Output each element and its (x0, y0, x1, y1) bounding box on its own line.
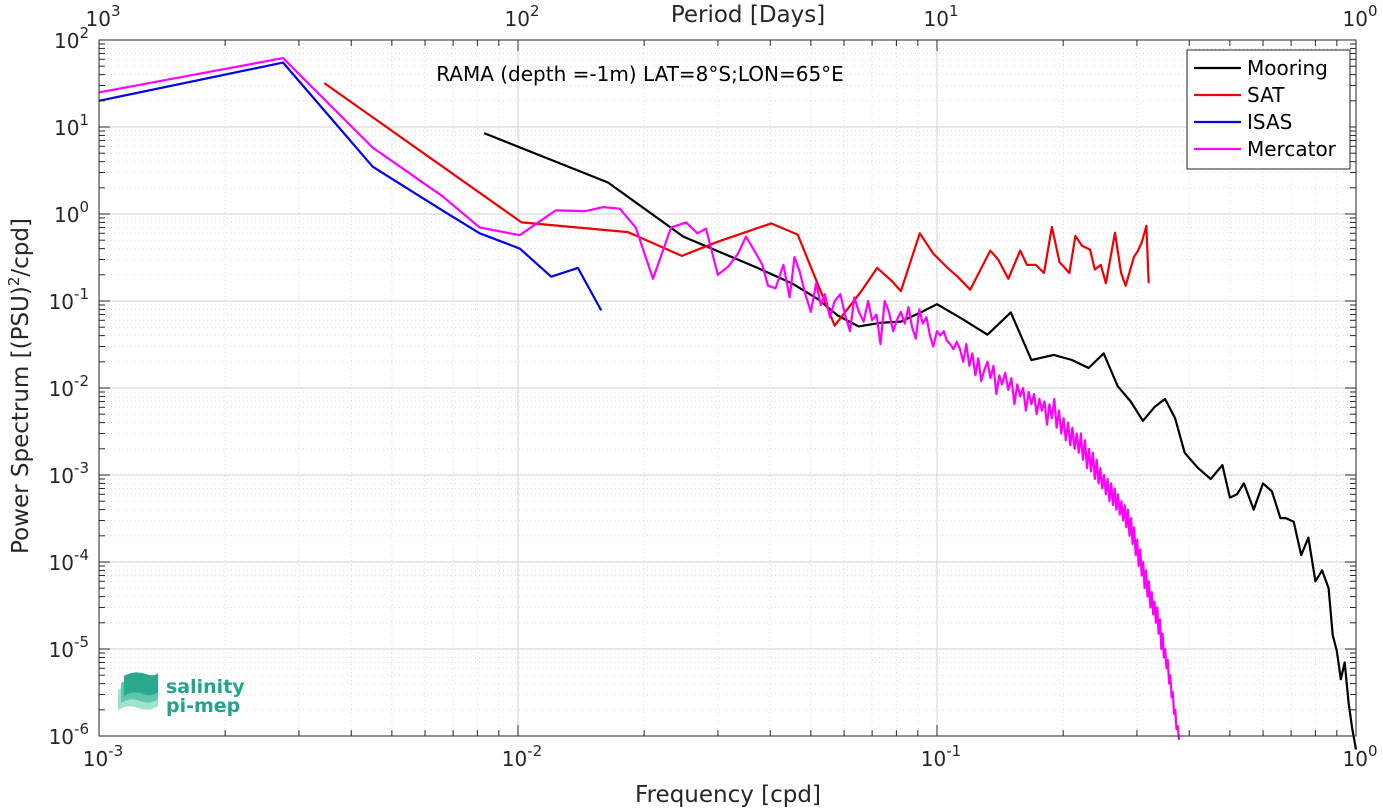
series-layer (98, 57, 1358, 750)
logo-line2: pi-mep (166, 695, 240, 717)
y-tick-label: 10-1 (49, 285, 89, 314)
legend-label-mooring: Mooring (1247, 56, 1328, 80)
x-axis-label: Frequency [cpd] (635, 782, 821, 808)
y-tick-label: 100 (54, 198, 89, 227)
tick-marks (98, 39, 1357, 737)
y-tick-label: 10-5 (49, 633, 89, 662)
top-axis-label: Period [Days] (671, 2, 825, 28)
x-tick-labels: 10-3 10-2 10-1 100 (83, 742, 1378, 771)
series-line-mooring (483, 132, 1358, 750)
x-tick-label: 10-3 (83, 742, 123, 771)
top-tick-label: 103 (86, 2, 121, 31)
logo-line1: salinity (166, 676, 245, 698)
x-tick-label: 100 (1343, 742, 1378, 771)
y-tick-labels: 102 101 100 10-1 10-2 10-3 10-4 10-5 10-6 (49, 24, 89, 749)
top-tick-label: 101 (924, 2, 959, 31)
chart-annotation: RAMA (depth =-1m) LAT=8°S;LON=65°E (436, 62, 844, 86)
y-tick-label: 10-2 (49, 372, 89, 401)
y-tick-label: 10-4 (49, 546, 89, 575)
series-line-isas (98, 61, 603, 311)
logo-mark-icon (118, 672, 158, 710)
y-axis-label: Power Spectrum [(PSU)2/cpd] (5, 218, 34, 554)
legend-label-mercator: Mercator (1247, 137, 1337, 161)
legend-label-sat: SAT (1247, 83, 1285, 107)
y-tick-label: 10-6 (49, 720, 89, 749)
x-tick-label: 10-2 (502, 742, 542, 771)
top-tick-label: 100 (1343, 2, 1378, 31)
y-tick-label: 101 (54, 111, 89, 140)
salinity-pimep-logo: salinity pi-mep (118, 672, 245, 717)
series-line-mercator (98, 57, 1181, 741)
legend-label-isas: ISAS (1247, 110, 1292, 134)
x-tick-label: 10-1 (921, 742, 961, 771)
top-tick-label: 102 (505, 2, 540, 31)
y-tick-label: 102 (54, 24, 89, 53)
legend: Mooring SAT ISAS Mercator (1186, 49, 1351, 170)
y-tick-label: 10-3 (49, 459, 89, 488)
top-tick-labels: 103 102 101 100 (86, 2, 1378, 31)
series-line-sat (323, 82, 1150, 327)
